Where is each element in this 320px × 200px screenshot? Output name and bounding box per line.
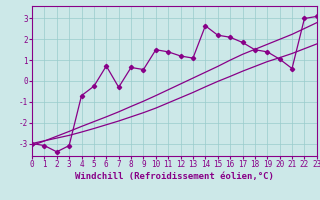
- X-axis label: Windchill (Refroidissement éolien,°C): Windchill (Refroidissement éolien,°C): [75, 172, 274, 181]
